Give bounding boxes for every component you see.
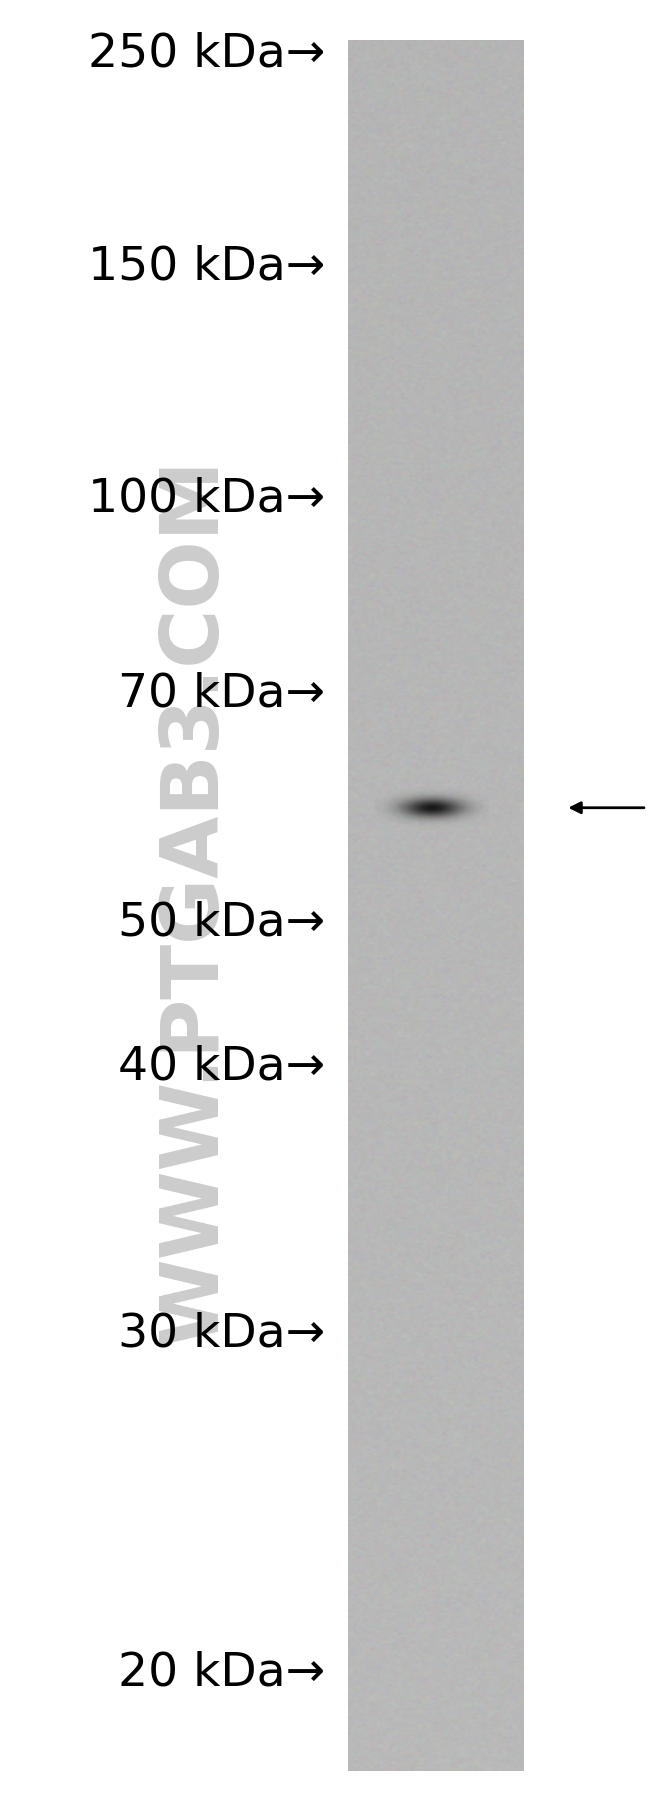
Text: WWW.PTGAB3.COM: WWW.PTGAB3.COM (156, 458, 234, 1345)
Text: 70 kDa→: 70 kDa→ (118, 673, 325, 716)
Text: 250 kDa→: 250 kDa→ (88, 32, 325, 76)
Text: 50 kDa→: 50 kDa→ (118, 902, 325, 945)
Text: 150 kDa→: 150 kDa→ (88, 245, 325, 288)
Text: 20 kDa→: 20 kDa→ (118, 1652, 325, 1695)
Text: 30 kDa→: 30 kDa→ (118, 1313, 325, 1356)
Text: 100 kDa→: 100 kDa→ (88, 478, 325, 521)
Text: 40 kDa→: 40 kDa→ (118, 1046, 325, 1089)
